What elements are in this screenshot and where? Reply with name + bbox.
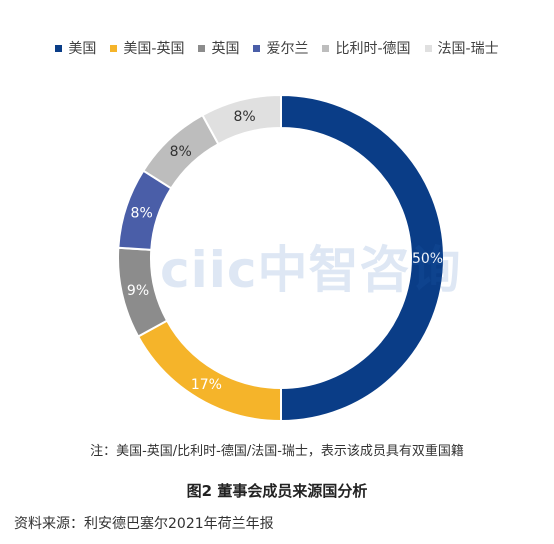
legend-item: 美国-英国 bbox=[110, 38, 184, 58]
legend-label: 比利时-德国 bbox=[335, 41, 411, 57]
legend-label: 美国 bbox=[68, 41, 97, 57]
legend-swatch bbox=[424, 44, 432, 52]
legend-swatch bbox=[55, 44, 63, 52]
slice-data-label: 9% bbox=[127, 283, 149, 299]
donut-slice bbox=[201, 93, 282, 146]
chart-note: 注：美国-英国/比利时-德国/法国-瑞士，表示该成员具有双重国籍 bbox=[90, 444, 464, 459]
donut-slice bbox=[280, 93, 445, 423]
legend-item: 法国-瑞士 bbox=[424, 38, 499, 58]
watermark-logo: ciic中智咨询 bbox=[160, 241, 462, 299]
legend-item: 英国 bbox=[198, 38, 239, 58]
chart-legend: 美国 美国-英国 英国 爱尔兰 比利时-德国 法国-瑞士 bbox=[0, 38, 554, 58]
slice-data-label: 8% bbox=[131, 206, 153, 222]
legend-swatch bbox=[253, 44, 261, 52]
slice-data-label: 8% bbox=[233, 109, 255, 125]
slice-data-label: 8% bbox=[170, 144, 192, 160]
donut-slice bbox=[136, 319, 282, 423]
source-text: 资料来源：利安德巴塞尔2021年荷兰年报 bbox=[14, 516, 274, 532]
slice-data-label: 17% bbox=[191, 377, 222, 393]
legend-item: 爱尔兰 bbox=[253, 38, 308, 58]
legend-swatch bbox=[110, 44, 118, 52]
legend-label: 法国-瑞士 bbox=[437, 41, 499, 57]
legend-swatch bbox=[322, 44, 330, 52]
legend-swatch bbox=[198, 44, 206, 52]
legend-item: 比利时-德国 bbox=[322, 38, 411, 58]
legend-label: 美国-英国 bbox=[123, 41, 185, 57]
legend-item: 美国 bbox=[55, 38, 96, 58]
legend-label: 英国 bbox=[211, 41, 240, 57]
figure-caption: 图2 董事会成员来源国分析 bbox=[186, 482, 368, 500]
legend-label: 爱尔兰 bbox=[266, 41, 309, 57]
slice-data-label: 50% bbox=[412, 251, 443, 267]
